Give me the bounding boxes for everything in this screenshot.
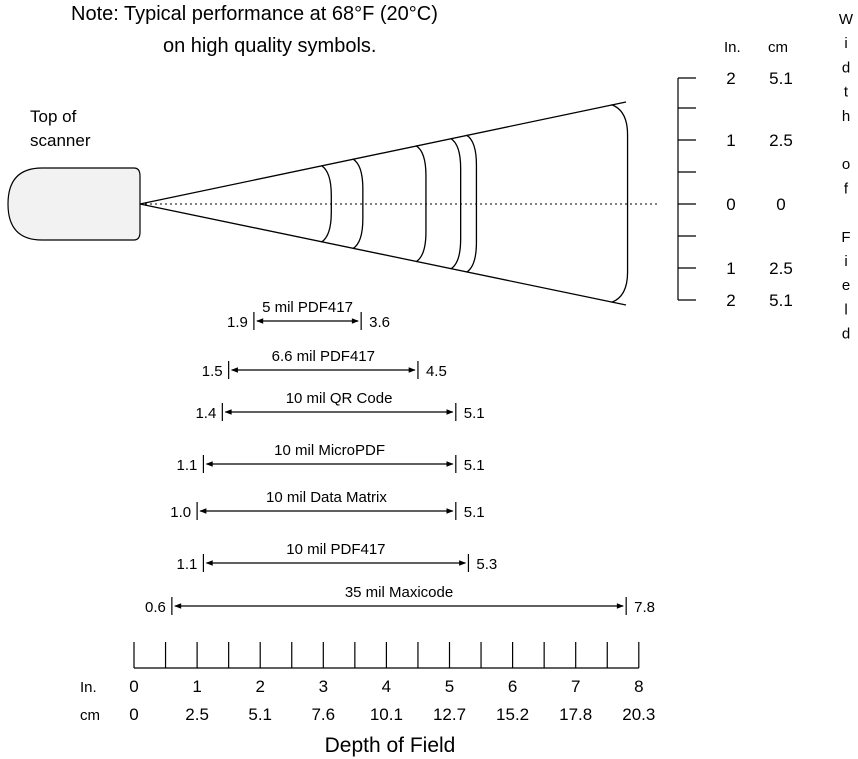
depth-tick-in-label: 3 <box>319 677 328 696</box>
width-tick-cm-label: 2.5 <box>769 131 793 150</box>
symbol-range-row: 6.6 mil PDF417 1.5 4.5 <box>202 348 447 380</box>
width-title-letter: e <box>842 277 850 294</box>
width-title-letter: h <box>842 108 850 125</box>
width-tick-in-label: 1 <box>726 131 735 150</box>
symbol-name: 6.6 mil PDF417 <box>272 348 375 365</box>
symbol-range-row: 10 mil PDF417 1.1 5.3 <box>177 541 498 573</box>
width-title-letter: i <box>844 35 847 52</box>
field-boundary-arc <box>352 158 364 250</box>
symbol-range-row: 5 mil PDF417 1.9 3.6 <box>227 299 390 331</box>
depth-tick-in-label: 8 <box>634 677 643 696</box>
symbol-name: 35 mil Maxicode <box>345 584 453 601</box>
width-title-letter: t <box>844 84 849 101</box>
field-boundary-arc <box>611 104 629 304</box>
cone-lower-edge <box>139 203 627 306</box>
depth-tick-cm-label: 7.6 <box>311 705 335 724</box>
depth-unit-in: In. <box>80 679 97 696</box>
width-title-letter: d <box>842 326 850 343</box>
depth-tick-in-label: 7 <box>571 677 580 696</box>
width-tick-cm-label: 5.1 <box>769 291 793 310</box>
note-line-2: on high quality symbols. <box>163 35 376 57</box>
range-far-label: 5.1 <box>464 405 485 422</box>
depth-tick-cm-label: 17.8 <box>559 705 592 724</box>
width-title-letter: f <box>844 180 849 197</box>
depth-tick-in-label: 6 <box>508 677 517 696</box>
depth-tick-cm-label: 0 <box>129 705 138 724</box>
field-boundary-arc <box>320 164 332 243</box>
depth-tick-cm-label: 2.5 <box>185 705 209 724</box>
symbol-name: 10 mil QR Code <box>286 390 393 407</box>
range-far-label: 7.8 <box>634 599 655 616</box>
width-title-letter: i <box>844 253 847 270</box>
symbol-name: 10 mil MicroPDF <box>274 442 385 459</box>
width-title-letter: W <box>839 11 854 28</box>
range-far-label: 3.6 <box>369 314 390 331</box>
symbol-range-row: 10 mil QR Code 1.4 5.1 <box>195 390 484 422</box>
depth-tick-in-label: 1 <box>192 677 201 696</box>
scanner-head <box>7 167 141 241</box>
range-near-label: 1.1 <box>177 556 198 573</box>
width-title-letter: o <box>842 156 850 173</box>
symbol-name: 10 mil PDF417 <box>286 541 385 558</box>
field-boundary-arc <box>415 145 427 263</box>
field-boundary-arc <box>466 134 478 273</box>
depth-tick-in-label: 5 <box>445 677 454 696</box>
depth-unit-cm: cm <box>80 707 100 724</box>
depth-tick-cm-label: 15.2 <box>496 705 529 724</box>
width-title-letter: F <box>841 229 850 246</box>
width-tick-cm-label: 5.1 <box>769 69 793 88</box>
width-unit-in: In. <box>724 39 741 56</box>
width-title-letter: d <box>842 59 850 76</box>
width-tick-cm-label: 2.5 <box>769 259 793 278</box>
depth-tick-cm-label: 20.3 <box>622 705 655 724</box>
depth-tick-cm-label: 12.7 <box>433 705 466 724</box>
symbol-range-bars: 5 mil PDF417 1.9 3.6 6.6 mil PDF417 1.5 4.5 10… <box>145 299 655 616</box>
scanner-label-line-2: scanner <box>30 131 91 150</box>
cone-upper-edge <box>139 101 627 205</box>
range-near-label: 1.1 <box>177 457 198 474</box>
range-near-label: 1.5 <box>202 363 223 380</box>
range-far-label: 5.3 <box>476 556 497 573</box>
symbol-range-row: 10 mil MicroPDF 1.1 5.1 <box>177 442 485 474</box>
field-boundary-arc <box>450 137 462 270</box>
range-near-label: 1.4 <box>195 405 216 422</box>
width-tick-in-label: 2 <box>726 69 735 88</box>
range-near-label: 0.6 <box>145 599 166 616</box>
symbol-name: 5 mil PDF417 <box>262 299 353 316</box>
width-tick-in-label: 1 <box>726 259 735 278</box>
note-line-1: Note: Typical performance at 68°F (20°C) <box>71 3 438 25</box>
scanner-label-line-1: Top of <box>30 107 77 126</box>
width-unit-cm: cm <box>768 39 788 56</box>
range-near-label: 1.9 <box>227 314 248 331</box>
range-far-label: 5.1 <box>464 457 485 474</box>
depth-tick-in-label: 4 <box>382 677 391 696</box>
depth-tick-cm-label: 5.1 <box>248 705 272 724</box>
range-near-label: 1.0 <box>170 504 191 521</box>
width-tick-cm-label: 0 <box>776 195 785 214</box>
depth-of-field-axis: In. cm 0 1 2 3 4 5 6 7 8 0 2.5 5.1 7.6 10.1 12.7 15.2 17.8… <box>80 642 655 724</box>
range-far-label: 5.1 <box>464 504 485 521</box>
symbol-range-row: 10 mil Data Matrix 1.0 5.1 <box>170 489 484 521</box>
symbol-name: 10 mil Data Matrix <box>266 489 387 506</box>
width-tick-in-label: 0 <box>726 195 735 214</box>
range-far-label: 4.5 <box>426 363 447 380</box>
symbol-range-row: 35 mil Maxicode 0.6 7.8 <box>145 584 655 616</box>
depth-axis-title: Depth of Field <box>325 734 456 757</box>
width-tick-in-label: 2 <box>726 291 735 310</box>
depth-tick-cm-label: 10.1 <box>370 705 403 724</box>
width-title-letter: l <box>844 301 847 318</box>
depth-tick-in-label: 0 <box>129 677 138 696</box>
depth-tick-in-label: 2 <box>255 677 264 696</box>
scan-field-cone <box>139 101 660 306</box>
